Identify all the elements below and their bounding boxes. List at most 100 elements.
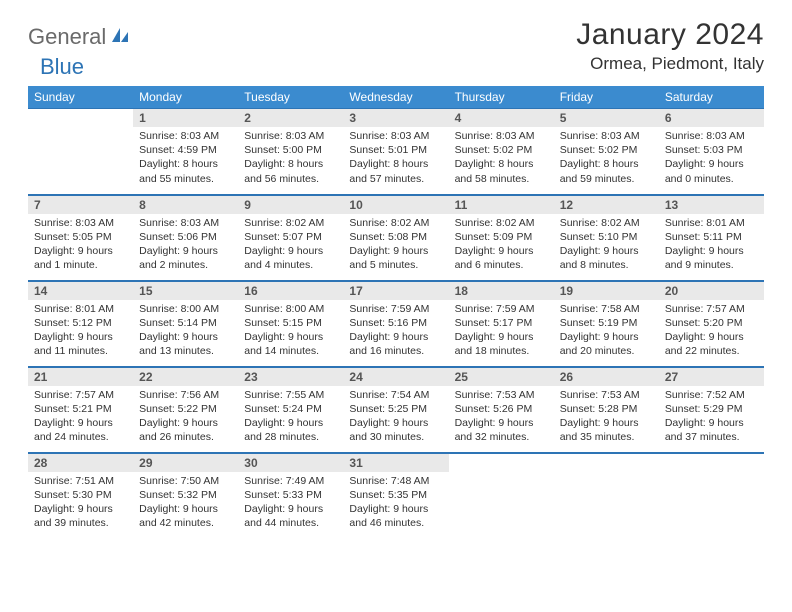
day-details: Sunrise: 7:57 AMSunset: 5:21 PMDaylight:… — [28, 386, 133, 449]
logo: General — [28, 18, 132, 50]
calendar-week-row: 14Sunrise: 8:01 AMSunset: 5:12 PMDayligh… — [28, 281, 764, 367]
day-number: 7 — [28, 196, 133, 214]
day-details: Sunrise: 7:48 AMSunset: 5:35 PMDaylight:… — [343, 472, 448, 535]
day-details: Sunrise: 7:51 AMSunset: 5:30 PMDaylight:… — [28, 472, 133, 535]
day-number: 26 — [554, 368, 659, 386]
day-details: Sunrise: 8:03 AMSunset: 5:01 PMDaylight:… — [343, 127, 448, 190]
calendar-week-row: ..1Sunrise: 8:03 AMSunset: 4:59 PMDaylig… — [28, 109, 764, 195]
calendar-cell: 8Sunrise: 8:03 AMSunset: 5:06 PMDaylight… — [133, 195, 238, 281]
day-number: 14 — [28, 282, 133, 300]
calendar-cell: 10Sunrise: 8:02 AMSunset: 5:08 PMDayligh… — [343, 195, 448, 281]
day-details: Sunrise: 7:54 AMSunset: 5:25 PMDaylight:… — [343, 386, 448, 449]
day-details: Sunrise: 7:49 AMSunset: 5:33 PMDaylight:… — [238, 472, 343, 535]
calendar-table: Sunday Monday Tuesday Wednesday Thursday… — [28, 86, 764, 539]
logo-text-2: Blue — [40, 54, 84, 80]
day-details: Sunrise: 7:53 AMSunset: 5:26 PMDaylight:… — [449, 386, 554, 449]
calendar-cell: 18Sunrise: 7:59 AMSunset: 5:17 PMDayligh… — [449, 281, 554, 367]
calendar-cell: 20Sunrise: 7:57 AMSunset: 5:20 PMDayligh… — [659, 281, 764, 367]
day-number: 16 — [238, 282, 343, 300]
day-number: 29 — [133, 454, 238, 472]
day-details: Sunrise: 8:02 AMSunset: 5:09 PMDaylight:… — [449, 214, 554, 277]
calendar-cell: 5Sunrise: 8:03 AMSunset: 5:02 PMDaylight… — [554, 109, 659, 195]
day-number: 15 — [133, 282, 238, 300]
weekday-header: Friday — [554, 86, 659, 109]
day-details: Sunrise: 7:58 AMSunset: 5:19 PMDaylight:… — [554, 300, 659, 363]
day-number: 25 — [449, 368, 554, 386]
day-details: Sunrise: 8:03 AMSunset: 4:59 PMDaylight:… — [133, 127, 238, 190]
page-header: General January 2024 Ormea, Piedmont, It… — [28, 18, 764, 74]
day-details: Sunrise: 8:02 AMSunset: 5:10 PMDaylight:… — [554, 214, 659, 277]
day-number: 6 — [659, 109, 764, 127]
calendar-cell: 30Sunrise: 7:49 AMSunset: 5:33 PMDayligh… — [238, 453, 343, 539]
day-number: 24 — [343, 368, 448, 386]
day-number: 2 — [238, 109, 343, 127]
calendar-cell: 23Sunrise: 7:55 AMSunset: 5:24 PMDayligh… — [238, 367, 343, 453]
weekday-header: Monday — [133, 86, 238, 109]
day-details: Sunrise: 8:01 AMSunset: 5:12 PMDaylight:… — [28, 300, 133, 363]
calendar-cell: 2Sunrise: 8:03 AMSunset: 5:00 PMDaylight… — [238, 109, 343, 195]
calendar-cell: 3Sunrise: 8:03 AMSunset: 5:01 PMDaylight… — [343, 109, 448, 195]
day-number: 18 — [449, 282, 554, 300]
day-number: 23 — [238, 368, 343, 386]
day-number: 1 — [133, 109, 238, 127]
day-number: 13 — [659, 196, 764, 214]
day-number: 21 — [28, 368, 133, 386]
day-details: Sunrise: 7:56 AMSunset: 5:22 PMDaylight:… — [133, 386, 238, 449]
weekday-header: Wednesday — [343, 86, 448, 109]
day-number: 8 — [133, 196, 238, 214]
calendar-cell: .. — [554, 453, 659, 539]
calendar-cell: .. — [28, 109, 133, 195]
day-details: Sunrise: 8:03 AMSunset: 5:05 PMDaylight:… — [28, 214, 133, 277]
day-number: 11 — [449, 196, 554, 214]
day-number: 3 — [343, 109, 448, 127]
day-details: Sunrise: 7:59 AMSunset: 5:16 PMDaylight:… — [343, 300, 448, 363]
weekday-header: Sunday — [28, 86, 133, 109]
day-details: Sunrise: 7:50 AMSunset: 5:32 PMDaylight:… — [133, 472, 238, 535]
calendar-cell: 17Sunrise: 7:59 AMSunset: 5:16 PMDayligh… — [343, 281, 448, 367]
calendar-cell: 7Sunrise: 8:03 AMSunset: 5:05 PMDaylight… — [28, 195, 133, 281]
calendar-body: ..1Sunrise: 8:03 AMSunset: 4:59 PMDaylig… — [28, 109, 764, 539]
calendar-cell: 12Sunrise: 8:02 AMSunset: 5:10 PMDayligh… — [554, 195, 659, 281]
calendar-cell: 15Sunrise: 8:00 AMSunset: 5:14 PMDayligh… — [133, 281, 238, 367]
calendar-cell: 26Sunrise: 7:53 AMSunset: 5:28 PMDayligh… — [554, 367, 659, 453]
day-details: Sunrise: 8:03 AMSunset: 5:00 PMDaylight:… — [238, 127, 343, 190]
logo-sail-icon — [110, 26, 130, 49]
location: Ormea, Piedmont, Italy — [576, 54, 764, 74]
logo-text-1: General — [28, 24, 106, 50]
day-number: 9 — [238, 196, 343, 214]
calendar-cell: .. — [449, 453, 554, 539]
day-number: 30 — [238, 454, 343, 472]
day-details: Sunrise: 8:03 AMSunset: 5:06 PMDaylight:… — [133, 214, 238, 277]
calendar-cell: 6Sunrise: 8:03 AMSunset: 5:03 PMDaylight… — [659, 109, 764, 195]
day-number: 31 — [343, 454, 448, 472]
day-details: Sunrise: 8:02 AMSunset: 5:08 PMDaylight:… — [343, 214, 448, 277]
day-number: 28 — [28, 454, 133, 472]
day-details: Sunrise: 8:03 AMSunset: 5:02 PMDaylight:… — [554, 127, 659, 190]
calendar-cell: 14Sunrise: 8:01 AMSunset: 5:12 PMDayligh… — [28, 281, 133, 367]
calendar-cell: 24Sunrise: 7:54 AMSunset: 5:25 PMDayligh… — [343, 367, 448, 453]
day-details: Sunrise: 8:00 AMSunset: 5:15 PMDaylight:… — [238, 300, 343, 363]
day-details: Sunrise: 7:55 AMSunset: 5:24 PMDaylight:… — [238, 386, 343, 449]
day-details: Sunrise: 8:00 AMSunset: 5:14 PMDaylight:… — [133, 300, 238, 363]
calendar-cell: 11Sunrise: 8:02 AMSunset: 5:09 PMDayligh… — [449, 195, 554, 281]
calendar-cell: 1Sunrise: 8:03 AMSunset: 4:59 PMDaylight… — [133, 109, 238, 195]
calendar-week-row: 21Sunrise: 7:57 AMSunset: 5:21 PMDayligh… — [28, 367, 764, 453]
calendar-cell: 4Sunrise: 8:03 AMSunset: 5:02 PMDaylight… — [449, 109, 554, 195]
day-details: Sunrise: 8:03 AMSunset: 5:03 PMDaylight:… — [659, 127, 764, 190]
day-number: 12 — [554, 196, 659, 214]
day-details: Sunrise: 7:52 AMSunset: 5:29 PMDaylight:… — [659, 386, 764, 449]
calendar-cell: 9Sunrise: 8:02 AMSunset: 5:07 PMDaylight… — [238, 195, 343, 281]
calendar-cell: 13Sunrise: 8:01 AMSunset: 5:11 PMDayligh… — [659, 195, 764, 281]
calendar-cell: 21Sunrise: 7:57 AMSunset: 5:21 PMDayligh… — [28, 367, 133, 453]
calendar-cell: 29Sunrise: 7:50 AMSunset: 5:32 PMDayligh… — [133, 453, 238, 539]
day-number: 20 — [659, 282, 764, 300]
day-details: Sunrise: 8:02 AMSunset: 5:07 PMDaylight:… — [238, 214, 343, 277]
calendar-cell: 16Sunrise: 8:00 AMSunset: 5:15 PMDayligh… — [238, 281, 343, 367]
title-block: January 2024 Ormea, Piedmont, Italy — [576, 18, 764, 74]
day-details: Sunrise: 7:57 AMSunset: 5:20 PMDaylight:… — [659, 300, 764, 363]
weekday-header: Thursday — [449, 86, 554, 109]
calendar-cell: 22Sunrise: 7:56 AMSunset: 5:22 PMDayligh… — [133, 367, 238, 453]
day-details: Sunrise: 8:03 AMSunset: 5:02 PMDaylight:… — [449, 127, 554, 190]
day-number: 27 — [659, 368, 764, 386]
calendar-cell: 25Sunrise: 7:53 AMSunset: 5:26 PMDayligh… — [449, 367, 554, 453]
